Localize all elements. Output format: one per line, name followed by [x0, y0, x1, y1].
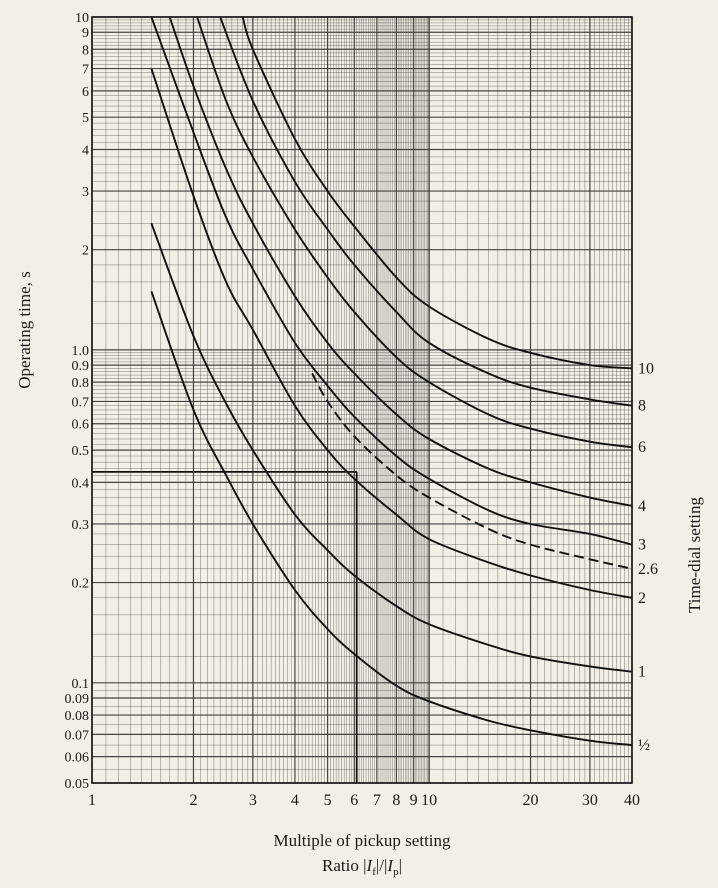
x-axis-label: Multiple of pickup setting [273, 831, 451, 850]
dial-labels: ½ 1 2 2.6 3 4 6 8 10 [638, 360, 658, 754]
x-tick-label: 9 [410, 792, 418, 809]
x-tick-label: 7 [373, 792, 381, 809]
y-tick-label: 0.3 [72, 518, 90, 533]
y-tick-label: 2 [82, 244, 89, 259]
x-tick-label: 4 [291, 792, 299, 809]
y-tick-label: 0.7 [72, 395, 90, 410]
dial-label: 8 [638, 398, 646, 415]
dial-label: 2 [638, 590, 646, 607]
plot-frame [91, 16, 633, 784]
dial-label: ½ [638, 737, 650, 754]
curve-dial-8 [219, 16, 633, 407]
y-tick-labels: 0.05 0.06 0.07 0.08 0.090.1 0.2 0.3 0.4 0.5 0.6 0.… [65, 11, 90, 792]
y-tick-label: 1.0 [72, 344, 90, 359]
dial-label: 3 [638, 537, 646, 554]
curves [150, 16, 633, 747]
grid [91, 16, 633, 784]
y-axis-label: Operating time, s [15, 271, 34, 389]
curve-dial-2.6 [311, 372, 633, 570]
y-tick-label: 0.06 [65, 751, 90, 766]
y-tick-label: 3 [82, 185, 89, 200]
y-tick-label: 7 [82, 63, 89, 78]
curve-dial-6 [196, 16, 633, 449]
x-tick-label: 6 [350, 792, 358, 809]
y-tick-label: 0.1 [72, 677, 90, 692]
y-tick-label: 10 [75, 11, 89, 26]
curve-dial-3 [150, 16, 633, 546]
y-tick-label: 0.6 [72, 418, 90, 433]
y-tick-label: 4 [82, 143, 89, 158]
x-tick-label: 8 [392, 792, 400, 809]
y-tick-label: 0.2 [72, 577, 90, 592]
y-tick-label: 0.8 [72, 376, 90, 391]
y-tick-label: 0.09 [65, 692, 90, 707]
y-tick-label: 0.07 [65, 728, 90, 743]
x-tick-label: 2 [189, 792, 197, 809]
dial-label: 2.6 [638, 561, 658, 578]
x-tick-label: 10 [421, 792, 437, 809]
x-tick-label: 20 [523, 792, 539, 809]
y-tick-label: 0.5 [72, 444, 90, 459]
x-tick-labels: 1 2 3 4 5 6 7 8 9 10 20 30 40 [88, 792, 640, 809]
x-tick-label: 5 [324, 792, 332, 809]
y-tick-label: 0.05 [65, 777, 90, 792]
dial-label: 10 [638, 360, 654, 377]
curve-dial-½ [150, 290, 633, 747]
y-tick-label: 8 [82, 43, 89, 58]
x-tick-label: 40 [624, 792, 640, 809]
y-tick-label: 0.08 [65, 709, 90, 724]
curve-dial-1 [150, 222, 633, 673]
y-tick-label: 5 [82, 111, 89, 126]
x-tick-label: 1 [88, 792, 96, 809]
x-tick-label: 3 [249, 792, 257, 809]
y-tick-label: 0.9 [72, 359, 90, 374]
right-axis-label: Time-dial setting [685, 496, 704, 613]
dial-label: 6 [638, 439, 646, 456]
plot-border [91, 16, 633, 784]
x-axis-ratio-label: Ratio |If|/|Ip| [322, 856, 402, 878]
x-tick-label: 30 [582, 792, 598, 809]
y-tick-label: 0.4 [72, 476, 90, 491]
curve-dial-4 [168, 16, 633, 507]
y-tick-label: 6 [82, 85, 89, 100]
curve-dial-2 [150, 68, 633, 599]
curve-dial-10 [241, 16, 633, 370]
dial-label: 4 [638, 498, 646, 515]
y-tick-label: 9 [82, 26, 89, 41]
dial-label: 1 [638, 664, 646, 681]
